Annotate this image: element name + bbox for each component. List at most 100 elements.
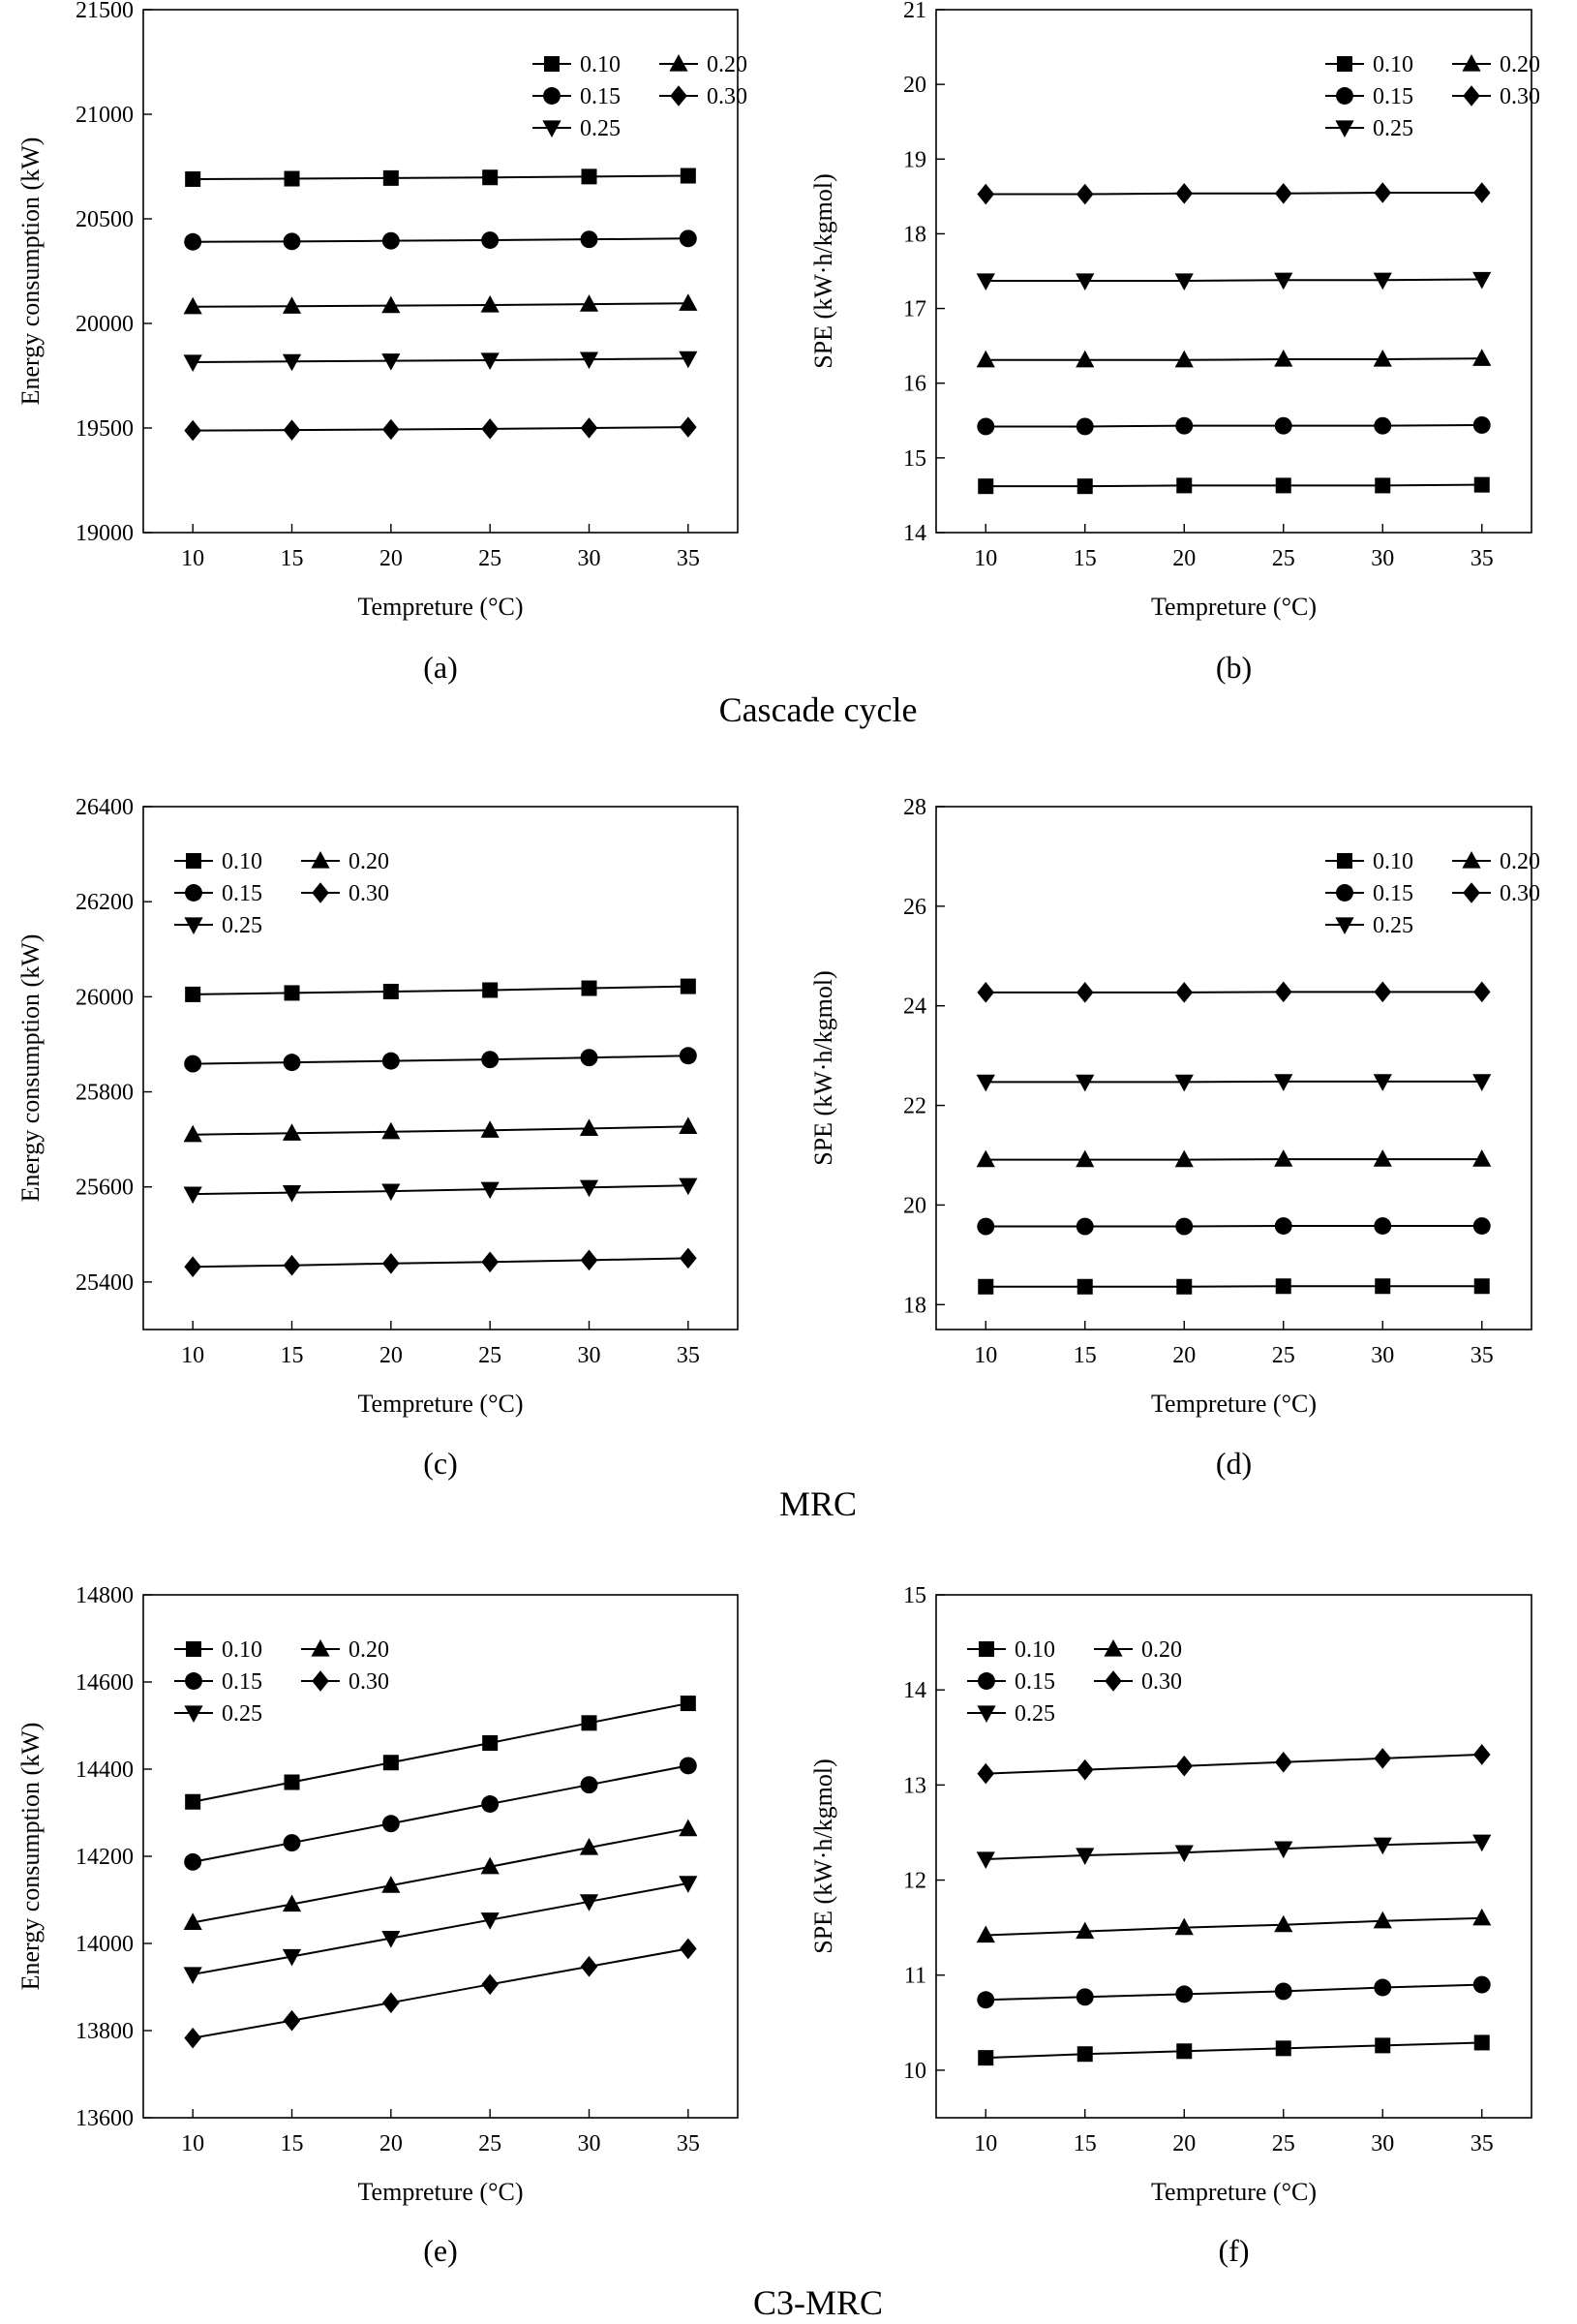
y-tick-label: 18 xyxy=(903,222,926,247)
series-line xyxy=(986,1285,1482,1288)
legend-label: 0.10 xyxy=(1015,1637,1055,1663)
data-point xyxy=(977,1762,995,1785)
series-line xyxy=(986,483,1482,488)
data-point xyxy=(1274,1149,1293,1167)
legend-entry-0.20: 0.20 xyxy=(1452,52,1540,77)
x-tick-label: 30 xyxy=(1371,546,1394,571)
data-point xyxy=(1373,1074,1392,1091)
legend-entry-0.15: 0.15 xyxy=(967,1669,1055,1695)
series-line xyxy=(986,2041,1482,2060)
y-tick-label: 14600 xyxy=(76,1670,134,1696)
legend-label: 0.15 xyxy=(1015,1669,1055,1695)
data-point xyxy=(580,417,598,439)
data-point xyxy=(183,1186,202,1205)
y-tick-label: 16 xyxy=(903,372,926,397)
series-line xyxy=(193,1125,688,1136)
series-line xyxy=(193,174,688,180)
legend: 0.10 0.15 0.20 0.25 0.30 xyxy=(174,849,389,938)
legend-marker xyxy=(1462,851,1481,869)
legend-label: 0.25 xyxy=(222,913,262,938)
legend-marker xyxy=(977,1705,996,1723)
y-axis-label: Energy consumption (kW) xyxy=(16,934,45,1203)
data-point xyxy=(1174,1845,1194,1863)
legend-marker xyxy=(1336,884,1353,902)
data-point xyxy=(580,1956,598,1977)
data-point xyxy=(480,1856,500,1875)
x-tick-label: 35 xyxy=(1471,546,1494,571)
legend-marker xyxy=(1335,120,1354,138)
data-point xyxy=(381,1121,401,1140)
legend-marker xyxy=(1463,85,1480,107)
y-tick-label: 19000 xyxy=(76,521,134,546)
x-axis-label: Tempreture (°C) xyxy=(1151,2178,1317,2206)
legend-entry-0.30: 0.30 xyxy=(301,881,389,906)
data-point xyxy=(977,1217,995,1236)
data-point xyxy=(1275,1278,1291,1295)
data-point xyxy=(1374,416,1392,435)
data-point xyxy=(579,1894,599,1911)
data-point xyxy=(1174,350,1194,368)
data-point xyxy=(1176,2043,1193,2060)
legend-entry-0.30: 0.30 xyxy=(301,1669,389,1695)
data-point xyxy=(1175,1985,1194,2003)
data-point xyxy=(382,983,399,999)
series-line xyxy=(986,1983,1482,2002)
legend-label: 0.15 xyxy=(222,1669,262,1695)
data-point xyxy=(1472,1908,1492,1926)
series-line xyxy=(193,357,688,363)
x-axis-label: Tempreture (°C) xyxy=(357,593,523,621)
y-tick-label: 21000 xyxy=(76,103,134,128)
data-point xyxy=(679,1819,698,1837)
legend-marker xyxy=(186,1641,201,1657)
legend-marker xyxy=(312,1670,329,1692)
data-point xyxy=(579,1118,599,1136)
legend-label: 0.20 xyxy=(1500,849,1540,874)
legend-label: 0.20 xyxy=(1500,52,1540,77)
data-point xyxy=(978,478,994,495)
data-point xyxy=(1374,1748,1392,1769)
data-point xyxy=(1176,477,1193,494)
data-point xyxy=(184,1256,201,1277)
series-0.25 xyxy=(183,1177,698,1205)
series-0.25 xyxy=(976,271,1492,291)
data-point xyxy=(978,2050,994,2066)
data-point xyxy=(1375,477,1391,494)
series-line xyxy=(192,1702,689,1803)
y-tick-label: 18 xyxy=(903,1293,926,1318)
legend-entry-0.10: 0.10 xyxy=(1325,52,1413,77)
legend-marker xyxy=(1337,853,1352,869)
legend: 0.10 0.15 0.20 0.25 0.30 xyxy=(1325,849,1540,938)
series-line xyxy=(986,192,1482,196)
x-tick-label: 35 xyxy=(1471,1343,1494,1368)
data-point xyxy=(679,1177,698,1196)
data-point xyxy=(1472,271,1492,290)
data-point xyxy=(1472,1074,1492,1091)
y-tick-label: 25400 xyxy=(76,1270,134,1296)
data-point xyxy=(1373,1149,1392,1167)
x-tick-label: 15 xyxy=(281,1343,304,1368)
legend-entry-0.20: 0.20 xyxy=(301,1637,389,1663)
legend-entry-0.10: 0.10 xyxy=(967,1637,1055,1663)
legend-entry-0.25: 0.25 xyxy=(967,1701,1055,1727)
data-point xyxy=(382,418,400,441)
y-tick-label: 20 xyxy=(903,73,926,98)
data-point xyxy=(580,1776,598,1794)
legend-entry-0.10: 0.10 xyxy=(1325,849,1413,874)
data-point xyxy=(1174,1074,1194,1092)
legend-label: 0.10 xyxy=(222,849,262,874)
series-0.15 xyxy=(977,1217,1491,1236)
x-tick-label: 30 xyxy=(1371,2131,1394,2156)
series-line xyxy=(193,302,688,308)
plot-frame xyxy=(142,9,739,534)
legend-marker xyxy=(1463,882,1480,903)
series-0.25 xyxy=(183,351,698,372)
x-tick-label: 10 xyxy=(974,1343,997,1368)
legend-marker xyxy=(1335,917,1354,934)
series-0.25 xyxy=(976,1834,1492,1869)
legend-label: 0.30 xyxy=(349,1669,389,1695)
data-point xyxy=(581,980,597,996)
series-line xyxy=(986,1080,1482,1084)
data-point xyxy=(1274,1074,1293,1091)
data-point xyxy=(680,416,697,438)
x-tick-label: 30 xyxy=(578,1343,601,1368)
